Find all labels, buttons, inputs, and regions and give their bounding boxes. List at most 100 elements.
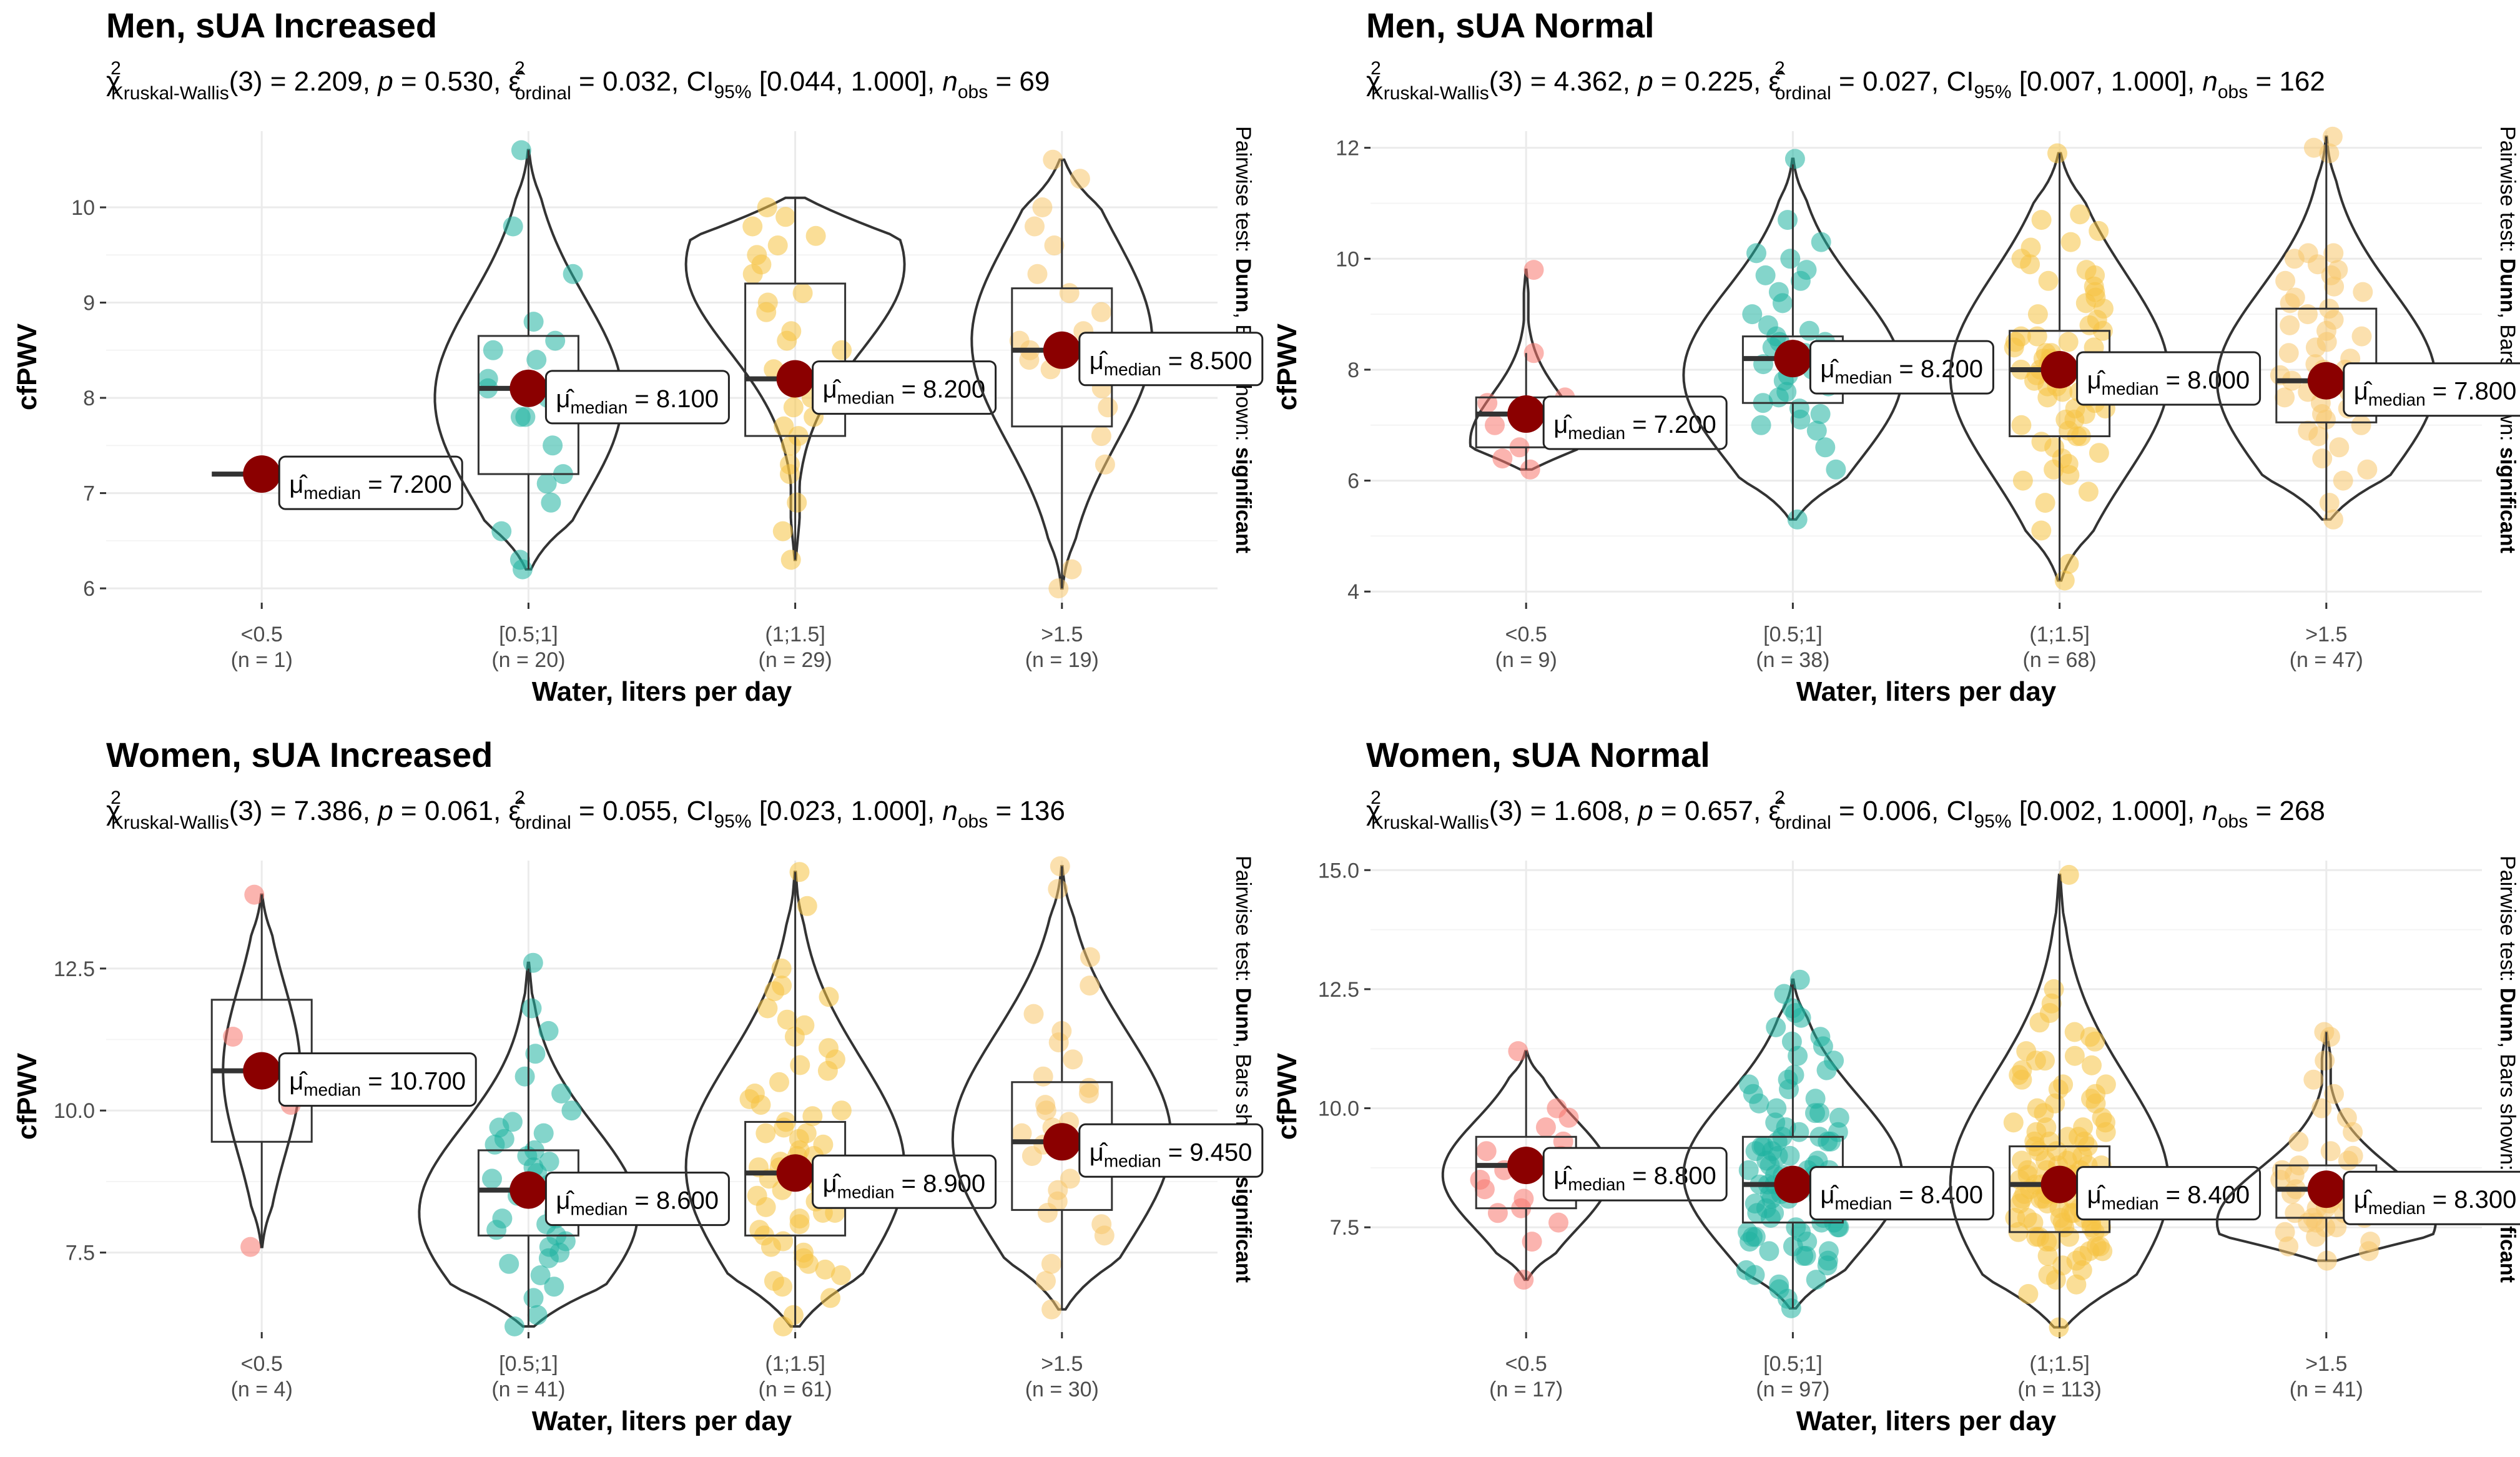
degrees-of-freedom: (3) [1489,796,1523,826]
median-label: μ̂median = 8.200 [1809,340,1994,395]
data-point [503,216,523,237]
x-tick-count: (n = 41) [2290,1378,2363,1401]
data-point [2324,1084,2344,1104]
data-point [794,1248,814,1268]
median-point [2040,1165,2079,1203]
median-label: μ̂median = 9.450 [1078,1123,1264,1178]
text-run [752,66,759,97]
text-run: , CI [1931,796,1974,826]
data-point [1826,459,1846,480]
data-point [2280,315,2300,335]
chi2-subscript: Kruskal-Wallis [1371,812,1489,833]
median-label-box [1542,1147,1728,1202]
data-point [2298,420,2318,441]
text-run: p [1637,796,1653,826]
y-axis: 4 6 8 10 12 cfPWV [1272,137,1371,604]
median-label-box [2343,1170,2520,1225]
y-tick-label: 12.5 [54,957,95,981]
data-point [1487,1203,1508,1223]
chi2-value: 4.362 [1554,66,1623,97]
data-point [2011,415,2032,435]
data-point [1787,509,1808,530]
data-point [515,407,536,427]
median-point [2307,362,2345,400]
data-point [1535,1117,1556,1138]
data-point [775,207,796,227]
data-point [2058,453,2079,474]
group-1: μ̂median = 10.700 [210,884,477,1257]
epsilon-value: 0.032 [603,66,671,97]
text-run: 2 [1774,58,1785,79]
y-tick-label: 8 [1347,358,1359,382]
data-point [2059,553,2079,574]
data-point [1768,282,1789,302]
median-label: μ̂median = 10.700 [278,1052,477,1107]
text-run: = [2426,1186,2454,1213]
chi2-superscript: 2 [111,58,121,79]
panel-title: Men, sUA Increased [106,6,437,45]
data-point [2322,126,2343,147]
text-run: = [1625,411,1654,438]
text-run: = [1831,66,1863,97]
data-point [551,1084,572,1104]
data-point [796,1123,817,1143]
y-tick-label: 9 [83,292,95,315]
x-axis: <0.5(n = 9) [0.5;1](n = 38) (1;1.5](n = 68… [1495,603,2363,707]
data-point [1095,454,1115,475]
data-point [2333,470,2353,491]
data-point [2027,326,2047,347]
y-axis: 7.5 10.0 12.5 cfPWV [12,957,106,1265]
data-point [2020,237,2041,258]
data-point [2351,415,2371,435]
median-label: μ̂median = 8.600 [544,1172,730,1227]
caption-test-name: Dunn [2496,259,2519,313]
data-point [1520,459,1540,480]
y-tick-label: 12.5 [1318,978,1359,1002]
y-tick-label: 6 [1347,470,1359,493]
data-point [2288,1131,2309,1152]
x-tick-count: (n = 68) [2023,648,2097,672]
data-point [2323,509,2343,530]
y-tick-label: 7.5 [66,1242,95,1265]
epsilon-value: 0.027 [1863,66,1931,97]
median-value: 7.800 [2454,378,2516,405]
data-point [819,1038,839,1059]
data-point [536,473,557,494]
median-point [1043,1123,1081,1161]
panel-title: Women, sUA Normal [1366,735,1710,774]
y-tick-label: 8 [83,387,95,410]
data-point [2058,332,2079,352]
data-point [1769,1274,1789,1295]
p-value: 0.061 [425,796,493,826]
median-label: μ̂median = 8.500 [1078,332,1264,387]
data-point [2329,437,2350,458]
text-run: , ε̂ [493,796,526,826]
median-label-text: μ̂median = 8.200 [1820,355,1983,387]
chi2-subscript: Kruskal-Wallis [111,812,229,833]
x-tick-label: >1.5 [2305,1352,2347,1376]
x-tick-count: (n = 61) [759,1378,832,1401]
text-run: , CI [671,796,714,826]
x-tick-count: (n = 38) [1756,648,1829,672]
group-3: μ̂median = 8.900 [684,862,997,1336]
median-value: 8.100 [656,385,719,413]
data-point [747,245,767,265]
text-run: , [1623,796,1638,826]
data-point [1810,404,1831,424]
panel-title: Women, sUA Increased [106,735,493,774]
data-point [1044,235,1065,255]
data-point [1485,415,1505,435]
x-tick-label: >1.5 [2305,623,2347,646]
text-run: = [628,385,656,413]
data-point [1513,1270,1534,1290]
y-tick-label: 7.5 [1330,1216,1359,1240]
data-point [1784,1065,1804,1085]
text-run: = [1625,1162,1654,1190]
text-run: ordinal [515,812,571,833]
data-point [1080,975,1100,996]
data-point [1829,1107,1849,1128]
data-point [539,1152,559,1172]
data-point [527,1305,548,1325]
data-point [2298,243,2318,264]
data-point [2035,1150,2055,1171]
